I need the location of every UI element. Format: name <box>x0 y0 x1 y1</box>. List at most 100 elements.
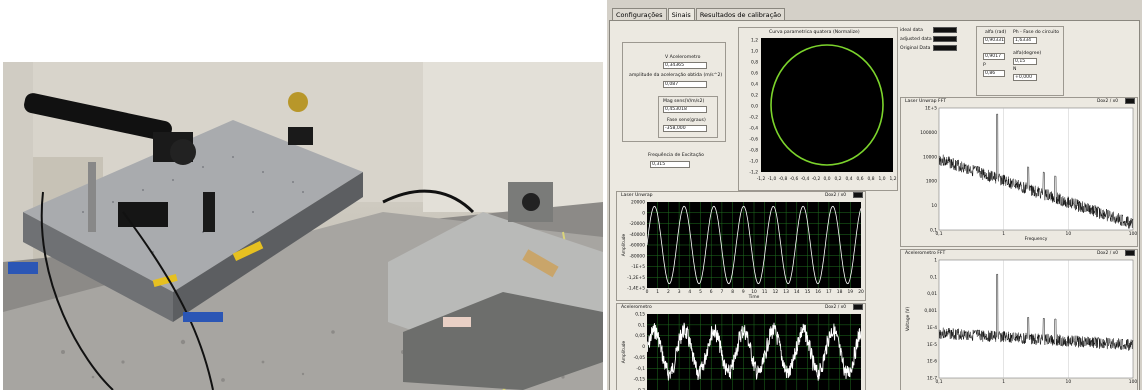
lissajous-x-tick: -0,6 <box>790 176 799 182</box>
alfa-deg-field[interactable]: 0,15 <box>1013 58 1037 65</box>
lissajous-x-tick: -0,2 <box>812 176 821 182</box>
tab-configuracoes[interactable]: Configurações <box>612 8 667 20</box>
accel-readout-box: V Acelerometro 0,34365 amplitude da acel… <box>622 42 726 142</box>
tab-bar: Configurações Sinais Resultados de calib… <box>612 8 786 21</box>
accel-plot: Acelerometro Dox2 / x0 0,15 0,1 0,05 0 -0,05… <box>616 303 866 390</box>
accel-fft-y-tick: 1E-4 <box>927 325 937 331</box>
accel-amplitude-field[interactable]: 0,087 <box>663 81 707 88</box>
legend-ideal-swatch <box>933 27 957 33</box>
laser-fft-chart: 1E+5 100000 10000 1000 10 0,10,1 1 10 100 Frequen… <box>920 106 1138 243</box>
accel-zoom-button[interactable] <box>853 304 863 310</box>
lissajous-x-tick: -1,0 <box>768 176 777 182</box>
lissajous-y-tick: -1,2 <box>749 170 758 176</box>
laser-unwrap-y-tick: -1,4E+5 <box>627 286 645 292</box>
laser-unwrap-x-tick: 4 <box>688 289 691 295</box>
freq-field[interactable]: 0,315 <box>650 161 690 168</box>
accel-fft-y-label: Voltage (V) <box>905 307 911 332</box>
lab-photo-drawing <box>3 62 603 390</box>
laser-fft-y-tick: 10000 <box>923 154 937 160</box>
laser-unwrap-trace <box>646 205 862 285</box>
lissajous-x-tick: 0,6 <box>857 176 864 182</box>
laser-fft-x-tick: 100 <box>1129 231 1138 237</box>
laser-unwrap-x-tick: 15 <box>805 289 811 295</box>
accel-fft-x-tick: 1 <box>1002 379 1005 385</box>
tab-resultados[interactable]: Resultados de calibração <box>695 8 786 20</box>
accel-fft-x-tick: 0,1 <box>936 379 943 385</box>
lissajous-y-tick: -0,8 <box>749 148 758 154</box>
accel-fft-plot-area <box>938 259 1134 379</box>
mag-sens-label: Mag sens(V/m/s2) <box>663 99 705 104</box>
laser-unwrap-x-tick: 10 <box>751 289 757 295</box>
legend-adjusted: adjusted data <box>900 37 932 42</box>
laser-fft-zoom-button[interactable] <box>1125 98 1135 104</box>
laser-unwrap-x-tick: 3 <box>678 289 681 295</box>
lissajous-x-tick: -1,2 <box>757 176 766 182</box>
laser-unwrap-x-tick: 18 <box>837 289 843 295</box>
fase-sens-field[interactable]: -358,000 <box>663 125 707 132</box>
legend-original-swatch <box>933 45 957 51</box>
accel-zoom-label: Dox2 / x0 <box>825 305 846 310</box>
alfa-rad-label: alfa (rad) <box>985 30 1007 35</box>
lissajous-y-tick: -0,4 <box>749 126 758 132</box>
lissajous-x-tick: 0,2 <box>835 176 842 182</box>
laser-unwrap-x-tick: 8 <box>731 289 734 295</box>
p-field[interactable]: 0,86 <box>983 70 1005 77</box>
accel-fft-x-tick: 10 <box>1066 379 1072 385</box>
laser-unwrap-y-tick: -1,2E+5 <box>627 275 645 281</box>
laser-unwrap-x-tick: 19 <box>848 289 854 295</box>
accel-fft-y-tick: 1E-5 <box>927 342 937 348</box>
laser-fft-x-tick: 1 <box>1002 231 1005 237</box>
lissajous-title: Curva parametrica quatera (Normalize) <box>769 30 860 35</box>
accel-fft-title: Acelerometro FFT <box>905 251 946 256</box>
r-field[interactable]: 0,9017 <box>983 53 1005 60</box>
accel-fft-y-tick: 1E-6 <box>927 359 937 365</box>
laser-unwrap-y-tick: -1E+5 <box>631 264 645 270</box>
mag-sens-field[interactable]: 0,453018 <box>663 106 707 113</box>
laser-unwrap-x-tick: 7 <box>721 289 724 295</box>
lissajous-y-tick: 0,8 <box>751 60 758 66</box>
accel-fft-zoom-label: Dox2 / x0 <box>1097 251 1118 256</box>
laser-fft-trace <box>938 113 1134 229</box>
laser-unwrap-x-tick: 0 <box>646 289 649 295</box>
fase-sens-label: Fase sens(graus) <box>667 118 706 123</box>
alfa-rad-field[interactable]: 0,90331 <box>983 37 1005 44</box>
lissajous-x-tick: 0,0 <box>824 176 831 182</box>
laser-unwrap-zoom-button[interactable] <box>853 192 863 198</box>
laser-fft-plot: Laser Unwrap FFT Dox2 / x0 1E+5 100000 100… <box>900 97 1138 247</box>
laser-unwrap-x-tick: 20 <box>858 289 864 295</box>
accel-fft-x-tick: 100 <box>1129 379 1138 385</box>
lissajous-plot-area <box>761 38 893 172</box>
lissajous-y-tick: 0,2 <box>751 93 758 99</box>
p-label: P <box>983 63 986 68</box>
accel-v-field[interactable]: 0,34365 <box>663 62 707 69</box>
lab-setup-photo <box>3 62 603 390</box>
ph-field[interactable]: 1,6334 <box>1013 37 1037 44</box>
tab-sinais[interactable]: Sinais <box>667 8 695 21</box>
laser-fft-x-tick: 10 <box>1066 231 1072 237</box>
laser-fft-y-tick: 0,1 <box>930 228 937 234</box>
lissajous-x-tick: 1,2 <box>890 176 897 182</box>
lissajous-y-tick: -1,0 <box>749 159 758 165</box>
laser-unwrap-x-tick: 17 <box>826 289 832 295</box>
laser-unwrap-x-tick: 2 <box>667 289 670 295</box>
laser-unwrap-x-tick: 13 <box>783 289 789 295</box>
lissajous-y-tick: 0,6 <box>751 71 758 77</box>
legend-box: ideal data adjusted data Original Data <box>900 27 958 55</box>
legend-original: Original Data <box>900 46 931 51</box>
accel-fft-trace <box>938 273 1134 351</box>
laser-fft-plot-area <box>938 107 1134 231</box>
accel-fft-y-tick: 1 <box>934 258 937 264</box>
n-field[interactable]: +0,000 <box>1013 74 1037 81</box>
laser-unwrap-x-tick: 16 <box>815 289 821 295</box>
accel-y-tick: -0,1 <box>636 366 645 372</box>
accel-fft-y-tick: 1E-7 <box>927 376 937 382</box>
laser-unwrap-y-tick: 0 <box>642 210 645 216</box>
n-label: N <box>1013 67 1017 72</box>
accel-y-tick: 0,1 <box>638 322 645 328</box>
accel-y-tick: 0,05 <box>635 333 645 339</box>
legend-ideal: ideal data <box>900 28 923 33</box>
ph-label: Ph - Fase do circuito <box>1013 30 1060 35</box>
accel-amplitude-label: amplitude da aceleração obtida (m/s^2) <box>629 73 723 78</box>
accel-fft-zoom-button[interactable] <box>1125 250 1135 256</box>
